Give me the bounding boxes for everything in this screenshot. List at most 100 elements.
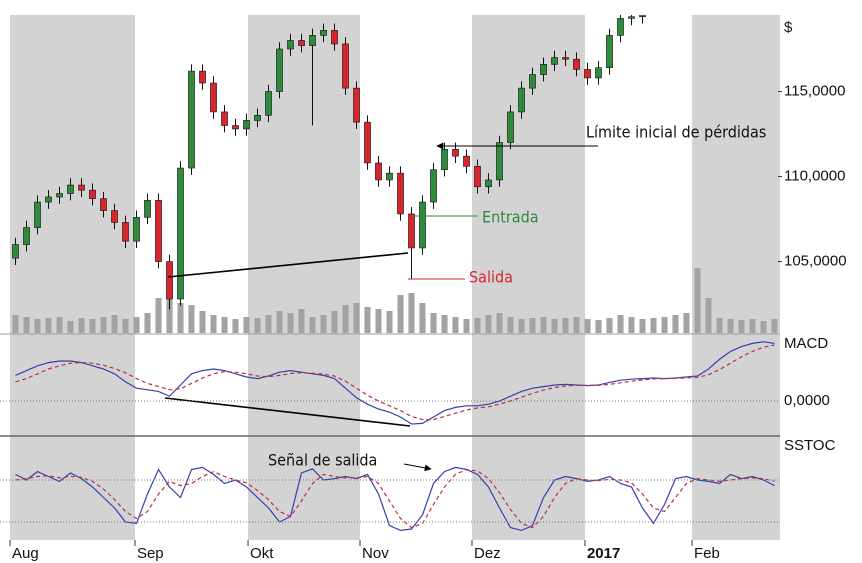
volume-bar [496, 313, 503, 333]
candle-body [639, 15, 646, 18]
candle-body [177, 167, 184, 300]
candle-body [606, 35, 613, 69]
month-band [10, 15, 135, 540]
volume-bar [441, 315, 448, 333]
candle-body [166, 261, 173, 300]
candle-body [56, 193, 63, 198]
candle-body [573, 58, 580, 70]
volume-bar [111, 315, 118, 333]
candle-body [540, 64, 547, 75]
candle-body [309, 35, 316, 46]
panel-label: SSTOC [784, 437, 836, 454]
candle-body [474, 166, 481, 188]
candle-body [144, 200, 151, 218]
candle-body [243, 120, 250, 130]
candle-body [386, 172, 393, 181]
candle-body [430, 169, 437, 203]
volume-bar [452, 317, 459, 333]
candle-body [419, 201, 426, 249]
candle-body [617, 18, 624, 36]
volume-bar [12, 315, 19, 333]
annotation: Señal de salida [268, 451, 377, 470]
candle-body [210, 82, 217, 113]
macd-line [15, 341, 775, 425]
volume-bar [254, 318, 261, 333]
volume-bar [243, 317, 250, 333]
candle-body [199, 70, 206, 84]
candle-body [254, 115, 261, 121]
volume-bar [683, 313, 690, 333]
volume-bar [265, 315, 272, 333]
volume-bar [78, 318, 85, 333]
volume-bar [551, 319, 558, 333]
volume-bar [298, 309, 305, 333]
candle-body [452, 149, 459, 157]
volume-bar [199, 311, 206, 333]
volume-bar [364, 307, 371, 333]
month-band [472, 15, 585, 540]
volume-bar [133, 317, 140, 333]
volume-bar [562, 318, 569, 333]
candle-body [276, 48, 283, 92]
volume-bar [67, 321, 74, 333]
volume-bar [584, 319, 591, 333]
volume-bar [397, 295, 404, 333]
volume-bar [540, 317, 547, 333]
volume-bar [595, 320, 602, 333]
x-tick-label: Aug [12, 545, 39, 562]
candle-body [595, 67, 602, 79]
volume-bar [331, 311, 338, 333]
volume-bar [155, 298, 162, 333]
volume-bar [749, 319, 756, 333]
candle-body [408, 213, 415, 249]
y-tick-label: 0,0000 [784, 392, 830, 409]
volume-bar [45, 318, 52, 333]
candle-body [397, 172, 404, 215]
volume-bar [122, 319, 129, 333]
volume-bar [188, 305, 195, 333]
volume-bar [694, 268, 701, 333]
candle-body [12, 244, 19, 259]
volume-bar [177, 303, 184, 333]
volume-bar [672, 315, 679, 333]
trend-line [167, 252, 409, 278]
sstoc-line [15, 468, 775, 529]
candle-body [111, 210, 118, 223]
annotation: Límite inicial de pérdidas [586, 123, 766, 142]
volume-bar [56, 317, 63, 333]
volume-bar [419, 303, 426, 333]
candle-body [529, 74, 536, 89]
candle-body [320, 30, 327, 36]
volume-bar [573, 317, 580, 333]
volume-bar [342, 305, 349, 333]
volume-bar [771, 319, 778, 333]
volume-bar [606, 318, 613, 333]
x-tick-label: Okt [250, 545, 274, 562]
candle-body [45, 196, 52, 203]
candle-body [364, 121, 371, 164]
volume-bar [760, 321, 767, 333]
candle-body [287, 40, 294, 50]
x-tick-label: Sep [137, 545, 164, 562]
candle-body [375, 162, 382, 181]
candle-body [34, 201, 41, 228]
volume-bar [386, 311, 393, 333]
trend-line [164, 397, 411, 427]
candle-body [23, 227, 30, 245]
candle-body [485, 179, 492, 188]
candle-body [78, 184, 85, 191]
candle-body [463, 155, 470, 167]
x-tick-label: Nov [362, 545, 389, 562]
volume-bar [430, 313, 437, 333]
candle-body [562, 57, 569, 60]
volume-bar [100, 317, 107, 333]
volume-bar [320, 315, 327, 333]
candle-body [265, 91, 272, 116]
x-tick-label: Dez [474, 545, 501, 562]
volume-bar [507, 317, 514, 333]
volume-bar [276, 311, 283, 333]
month-band [692, 15, 780, 540]
volume-bar [309, 317, 316, 333]
candle-body [89, 189, 96, 199]
